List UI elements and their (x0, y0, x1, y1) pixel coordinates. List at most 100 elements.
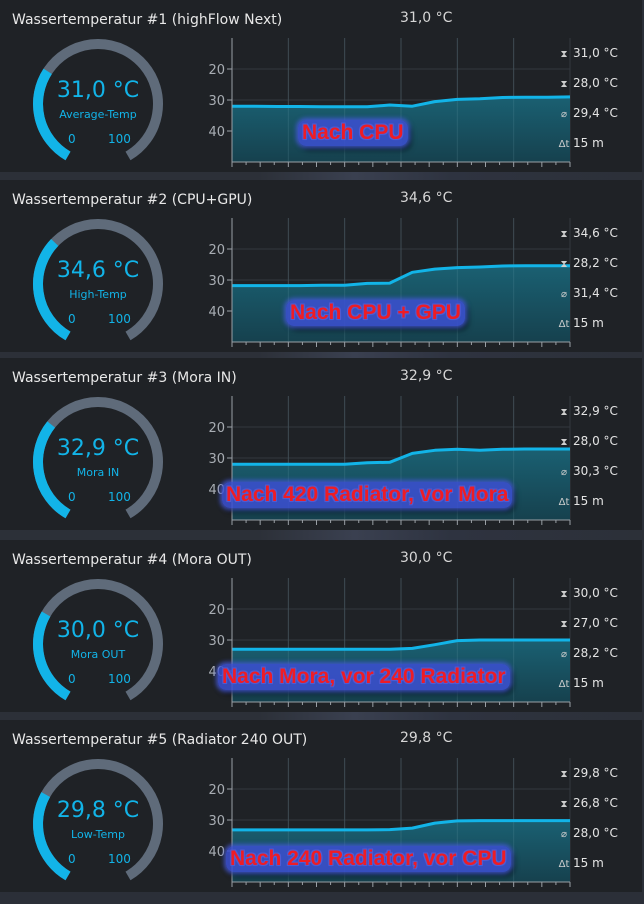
gauge: 32,9 °C Mora IN 0 100 (30, 394, 166, 530)
stat-max: ⧗ 30,0 °C (558, 586, 617, 600)
y-tick-label: 40 (208, 125, 225, 140)
y-tick-label: 20 (208, 243, 225, 258)
history-chart[interactable]: 40 30 20 (204, 36, 574, 168)
gauge-value-arc (33, 611, 71, 701)
gauge-value: 31,0 °C (56, 78, 140, 103)
y-tick-label: 30 (208, 814, 225, 829)
gauge-min: 0 (68, 672, 76, 686)
stat-min: ⧗ 28,2 °C (558, 256, 617, 270)
stat-timespan: Δt 15 m (558, 676, 604, 690)
history-chart[interactable]: 40 30 20 (204, 216, 574, 348)
stat-timespan: Δt 15 m (558, 316, 604, 330)
y-tick-label: 30 (208, 94, 225, 109)
sensor-panel-5: Wassertemperatur #5 (Radiator 240 OUT) 2… (0, 720, 642, 892)
current-value: 34,6 °C (400, 190, 453, 206)
max-icon: ⧗ (560, 407, 568, 418)
stat-max: ⧗ 34,6 °C (558, 226, 617, 240)
gauge-value: 30,0 °C (56, 618, 140, 643)
min-icon: ⧗ (560, 619, 568, 630)
gauge-value: 34,6 °C (56, 258, 140, 283)
annotation-label: Nach CPU + GPU (286, 300, 465, 326)
panel-title: Wassertemperatur #2 (CPU+GPU) (12, 192, 253, 208)
stat-min: ⧗ 27,0 °C (558, 616, 617, 630)
stat-timespan: Δt 15 m (558, 494, 604, 508)
panel-divider (0, 530, 644, 540)
sensor-panel-3: Wassertemperatur #3 (Mora IN) 32,9 °C 32… (0, 358, 642, 530)
stat-max: ⧗ 32,9 °C (558, 404, 617, 418)
gauge-max: 100 (108, 852, 131, 866)
annotation-label: Nach 240 Radiator, vor CPU (226, 846, 511, 872)
stat-max: ⧗ 31,0 °C (558, 46, 617, 60)
average-icon: ⌀ (560, 829, 568, 840)
gauge-value: 29,8 °C (56, 798, 140, 823)
gauge-min: 0 (68, 852, 76, 866)
current-value: 32,9 °C (400, 368, 453, 384)
y-tick-label: 40 (208, 845, 225, 860)
current-value: 30,0 °C (400, 550, 453, 566)
gauge-max: 100 (108, 672, 131, 686)
annotation-label: Nach 420 Radiator, vor Mora (222, 482, 513, 508)
gauge-min: 0 (68, 132, 76, 146)
stat-min: ⧗ 28,0 °C (558, 76, 617, 90)
gauge-arc (33, 219, 163, 341)
chart-line (232, 638, 570, 651)
gauge-arc (33, 759, 163, 881)
y-tick-label: 30 (208, 452, 225, 467)
gauge-label: Low-Temp (71, 828, 125, 841)
average-icon: ⌀ (560, 289, 568, 300)
chart-line (232, 819, 570, 832)
panel-title: Wassertemperatur #4 (Mora OUT) (12, 552, 252, 568)
y-tick-label: 20 (208, 63, 225, 78)
current-value: 29,8 °C (400, 730, 453, 746)
gauge: 29,8 °C Low-Temp 0 100 (30, 756, 166, 892)
panel-divider (0, 352, 644, 358)
gauge-max: 100 (108, 312, 131, 326)
delta-time-icon: Δt (558, 497, 570, 508)
y-tick-label: 20 (208, 421, 225, 436)
stat-max: ⧗ 29,8 °C (558, 766, 617, 780)
y-tick-label: 40 (208, 483, 225, 498)
chart-line (232, 95, 571, 109)
delta-time-icon: Δt (558, 139, 570, 150)
gauge-label: Mora IN (76, 466, 120, 479)
annotation-label: Nach Mora, vor 240 Radiator (218, 664, 510, 690)
panel-title: Wassertemperatur #3 (Mora IN) (12, 370, 237, 386)
average-icon: ⌀ (560, 649, 568, 660)
gauge-arc (33, 579, 163, 701)
panel-title: Wassertemperatur #5 (Radiator 240 OUT) (12, 732, 308, 748)
chart-plot: 40 30 20 (208, 218, 571, 347)
stat-avg: ⌀ 30,3 °C (558, 464, 618, 478)
panel-divider (0, 712, 644, 720)
sensor-panel-1: Wassertemperatur #1 (highFlow Next) 31,0… (0, 0, 642, 172)
delta-time-icon: Δt (558, 319, 570, 330)
stat-timespan: Δt 15 m (558, 856, 604, 870)
panel-title: Wassertemperatur #1 (highFlow Next) (12, 12, 283, 28)
min-icon: ⧗ (560, 79, 568, 90)
gauge-label: High-Temp (69, 288, 127, 301)
average-icon: ⌀ (560, 109, 568, 120)
stat-avg: ⌀ 28,0 °C (558, 826, 618, 840)
annotation-label: Nach CPU (298, 120, 408, 146)
max-icon: ⧗ (560, 589, 568, 600)
max-icon: ⧗ (560, 229, 568, 240)
sensor-panel-4: Wassertemperatur #4 (Mora OUT) 30,0 °C 3… (0, 540, 642, 712)
panel-divider (0, 172, 644, 180)
stat-min: ⧗ 28,0 °C (558, 434, 617, 448)
y-tick-label: 40 (208, 305, 225, 320)
gauge: 30,0 °C Mora OUT 0 100 (30, 576, 166, 712)
gauge-arc (33, 39, 163, 161)
chart-plot: 40 30 20 (208, 38, 571, 167)
delta-time-icon: Δt (558, 679, 570, 690)
gauge: 31,0 °C Average-Temp 0 100 (30, 36, 166, 172)
current-value: 31,0 °C (400, 10, 453, 26)
gauge-label: Average-Temp (59, 108, 137, 121)
gauge-max: 100 (108, 132, 131, 146)
gauge-value-arc (33, 792, 71, 881)
min-icon: ⧗ (560, 259, 568, 270)
gauge-min: 0 (68, 490, 76, 504)
gauge-value-arc (33, 68, 71, 161)
chart-line (232, 264, 570, 288)
gauge-arc (33, 397, 163, 519)
gauge-label: Mora OUT (70, 648, 126, 661)
y-tick-label: 30 (208, 634, 225, 649)
